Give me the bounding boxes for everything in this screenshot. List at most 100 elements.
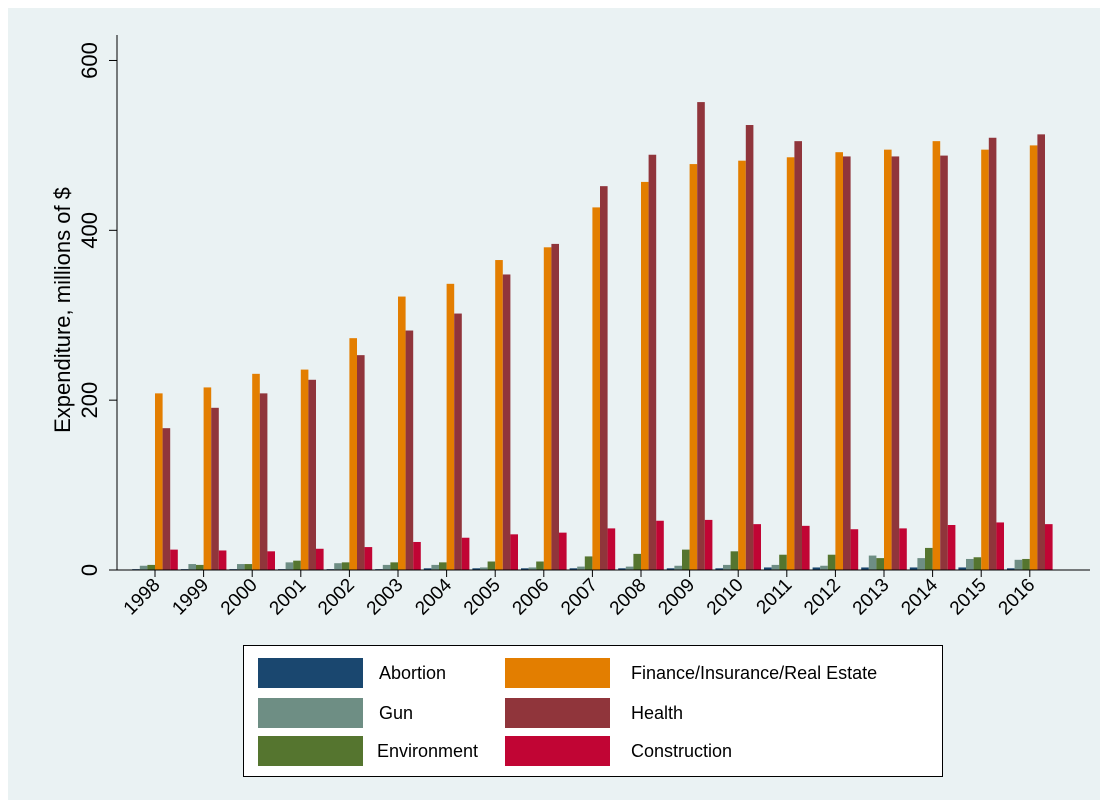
bar-abortion-2016: [1007, 568, 1015, 570]
bar-finance-1999: [203, 387, 212, 570]
bar-gun-2011: [771, 564, 780, 570]
bar-abortion-2004: [423, 568, 432, 570]
y-tick-label-400: 400: [77, 212, 102, 249]
bar-abortion-2013: [861, 567, 869, 570]
bar-gun-2002: [334, 563, 342, 570]
legend-swatch-environment: [258, 736, 363, 766]
bar-finance-2010: [738, 160, 746, 570]
bar-environment-2012: [827, 554, 836, 570]
y-tick-label-200: 200: [77, 382, 102, 419]
bar-health-2007: [600, 186, 608, 570]
bar-gun-2000: [237, 564, 245, 570]
bar-abortion-2011: [764, 567, 772, 570]
bar-gun-2009: [674, 565, 682, 570]
x-tick-label-2007: 2007: [557, 575, 602, 620]
bar-gun-2005: [480, 567, 488, 570]
y-axis-ticks: 0 200 400 600: [77, 42, 117, 576]
x-tick-label-2000: 2000: [217, 575, 262, 620]
bar-health-2001: [308, 379, 316, 570]
bar-health-2009: [697, 102, 705, 570]
bar-finance-2008: [641, 181, 649, 570]
bar-abortion-2006: [521, 568, 529, 570]
bar-gun-2008: [625, 566, 634, 570]
bar-environment-2005: [487, 561, 496, 570]
bar-environment-2015: [973, 557, 982, 570]
bar-gun-2016: [1014, 559, 1023, 570]
bar-construction-2011: [802, 525, 810, 570]
bar-gun-2004: [431, 564, 439, 570]
bar-health-2013: [891, 156, 900, 570]
bar-environment-2010: [730, 551, 739, 570]
x-tick-label-2013: 2013: [849, 575, 894, 620]
legend-label-finance: Finance/Insurance/Real Estate: [631, 663, 878, 683]
bar-finance-2015: [981, 149, 989, 570]
bar-construction-1998: [170, 549, 178, 570]
bar-construction-2015: [996, 522, 1004, 570]
bar-finance-2005: [495, 260, 503, 570]
bar-health-2015: [988, 137, 997, 570]
bar-environment-2006: [536, 561, 544, 570]
bar-finance-2016: [1029, 145, 1038, 570]
legend-label-gun: Gun: [379, 703, 414, 723]
bar-environment-2011: [779, 554, 787, 570]
bar-gun-1998: [139, 565, 148, 570]
bar-finance-2004: [446, 283, 455, 570]
bar-gun-2001: [285, 562, 294, 570]
bar-environment-2013: [876, 558, 884, 570]
bar-environment-2004: [439, 562, 447, 570]
bar-gun-1999: [188, 564, 196, 570]
bar-finance-2009: [689, 164, 698, 571]
bar-gun-2013: [868, 555, 877, 570]
bar-abortion-2015: [958, 567, 966, 570]
bar-construction-2005: [510, 534, 518, 570]
bar-health-2000: [259, 393, 268, 570]
bar-finance-2014: [932, 141, 941, 570]
x-tick-label-1999: 1999: [168, 575, 213, 620]
bar-environment-2000: [244, 564, 253, 570]
x-tick-label-2009: 2009: [654, 575, 699, 620]
bar-environment-2008: [633, 553, 641, 570]
legend-swatch-gun: [258, 698, 363, 728]
bars: [132, 102, 1053, 571]
legend-label-abortion: Abortion: [379, 663, 447, 683]
bar-abortion-2014: [909, 567, 918, 570]
x-tick-label-2004: 2004: [411, 574, 456, 619]
bar-construction-2016: [1045, 524, 1053, 570]
bar-finance-2012: [835, 152, 843, 570]
bar-construction-2012: [850, 529, 859, 570]
bar-construction-2014: [947, 524, 956, 570]
legend-label-environment: Environment: [377, 741, 479, 761]
x-tick-label-2005: 2005: [460, 575, 505, 620]
bar-environment-1998: [147, 564, 155, 570]
bar-environment-2002: [341, 562, 350, 570]
bar-health-2012: [843, 156, 851, 570]
bar-environment-1999: [196, 564, 204, 570]
bar-construction-2006: [559, 532, 567, 570]
bar-environment-2007: [584, 556, 593, 570]
bar-health-2014: [940, 155, 948, 571]
x-tick-label-2012: 2012: [800, 575, 845, 620]
bar-construction-2004: [461, 537, 470, 570]
x-tick-label-2008: 2008: [606, 575, 651, 620]
x-tick-label-2011: 2011: [753, 575, 797, 619]
bar-gun-2007: [577, 566, 585, 570]
bar-environment-2014: [925, 547, 933, 570]
y-axis-label: Expenditure, millions of $: [50, 187, 75, 433]
x-tick-label-2002: 2002: [314, 575, 359, 620]
bar-finance-1998: [155, 393, 163, 570]
bar-construction-2007: [607, 528, 616, 570]
bar-finance-2007: [592, 207, 600, 570]
bar-finance-2011: [786, 157, 795, 571]
bar-health-2003: [405, 330, 414, 570]
bar-construction-2009: [704, 519, 713, 570]
bar-finance-2013: [884, 149, 892, 570]
bar-construction-2003: [413, 541, 421, 570]
x-tick-label-2006: 2006: [509, 575, 554, 620]
bar-gun-2010: [723, 564, 731, 570]
bar-environment-2009: [682, 549, 690, 570]
bar-health-2002: [357, 355, 365, 570]
legend: Abortion Gun Environment Finance/Insuran…: [243, 645, 943, 777]
bar-construction-2013: [899, 528, 907, 570]
legend-swatch-construction: [505, 736, 610, 766]
